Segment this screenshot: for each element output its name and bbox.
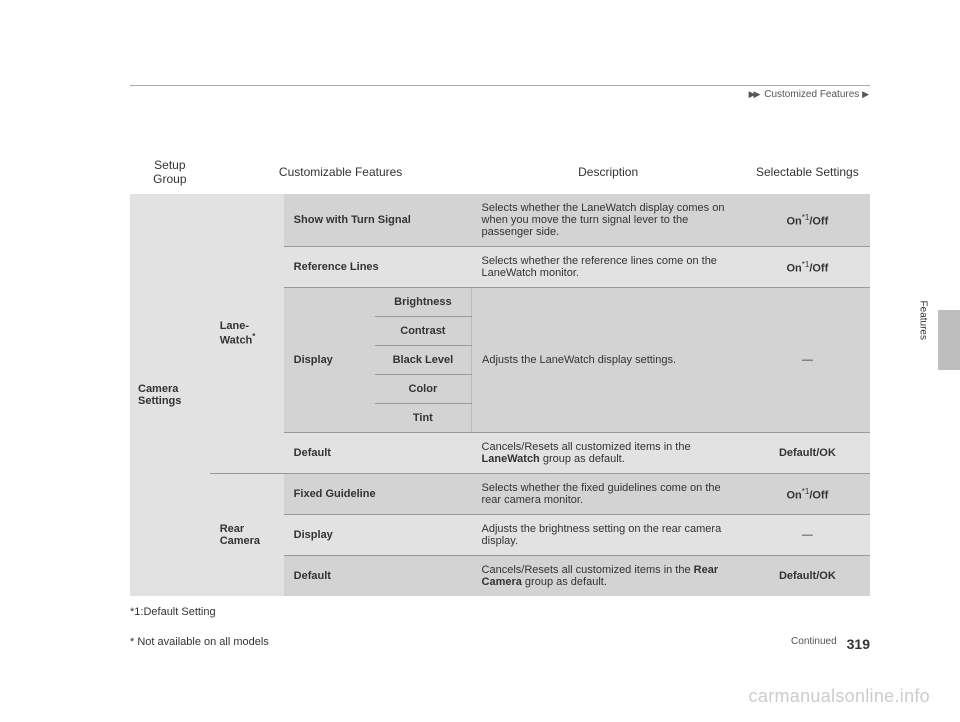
setting-display: — bbox=[745, 288, 870, 433]
setting-on-3: On bbox=[786, 489, 801, 501]
feature-rear-display: Display bbox=[284, 515, 472, 556]
display-black-level: Black Level bbox=[375, 346, 472, 375]
desc-rear-default: Cancels/Resets all customized items in t… bbox=[472, 556, 745, 597]
desc-rear-display: Adjusts the brightness setting on the re… bbox=[472, 515, 745, 556]
cell-rear-label: Rear Camera bbox=[210, 474, 284, 597]
th-description: Description bbox=[472, 150, 745, 194]
desc-lw-default: Cancels/Resets all customized items in t… bbox=[472, 433, 745, 474]
breadcrumb: ▶▶ Customized Features ▶ bbox=[130, 89, 870, 100]
desc-fixed-guideline: Selects whether the fixed guidelines com… bbox=[472, 474, 745, 515]
cell-lanewatch-label: Lane-Watch* bbox=[210, 194, 284, 474]
setting-reference-lines: On*1/Off bbox=[745, 247, 870, 288]
display-contrast: Contrast bbox=[375, 317, 472, 346]
setting-rear-default: Default/OK bbox=[745, 556, 870, 597]
feature-display-label: Display bbox=[284, 288, 375, 433]
setting-show-turn-signal: On*1/Off bbox=[745, 194, 870, 247]
setting-on-2: On bbox=[786, 262, 801, 274]
watermark: carmanualsonline.info bbox=[749, 686, 930, 707]
header-rule bbox=[130, 85, 870, 86]
footer: * Not available on all models 319 Contin… bbox=[130, 636, 870, 652]
desc-reference-lines: Selects whether the reference lines come… bbox=[472, 247, 745, 288]
setting-rear-display: — bbox=[745, 515, 870, 556]
page-number: 319 bbox=[847, 636, 870, 652]
feature-show-turn-signal: Show with Turn Signal bbox=[284, 194, 472, 247]
th-settings: Selectable Settings bbox=[745, 150, 870, 194]
settings-table: Setup Group Customizable Features Descri… bbox=[130, 150, 870, 596]
th-group: Setup Group bbox=[130, 150, 210, 194]
setting-off: /Off bbox=[809, 215, 828, 227]
feature-rear-default: Default bbox=[284, 556, 472, 597]
lanewatch-star: * bbox=[252, 332, 255, 341]
setting-on: On bbox=[786, 215, 801, 227]
display-color: Color bbox=[375, 375, 472, 404]
display-brightness: Brightness bbox=[375, 288, 472, 317]
desc-show-turn-signal: Selects whether the LaneWatch display co… bbox=[472, 194, 745, 247]
breadcrumb-arrows: ▶▶ bbox=[749, 89, 759, 99]
side-tab bbox=[938, 310, 960, 370]
setting-fixed-guideline: On*1/Off bbox=[745, 474, 870, 515]
feature-reference-lines: Reference Lines bbox=[284, 247, 472, 288]
page-content: ▶▶ Customized Features ▶ Setup Group Cus… bbox=[130, 85, 870, 618]
lanewatch-label: Lane-Watch bbox=[220, 320, 253, 347]
cell-setup-group: Camera Settings bbox=[130, 194, 210, 596]
feature-lw-default: Default bbox=[284, 433, 472, 474]
desc-lw-default-post: group as default. bbox=[540, 453, 625, 465]
setting-lw-default: Default/OK bbox=[745, 433, 870, 474]
desc-lw-default-pre: Cancels/Resets all customized items in t… bbox=[482, 441, 691, 453]
desc-rear-default-post: group as default. bbox=[522, 576, 607, 588]
breadcrumb-tail: ▶ bbox=[862, 89, 867, 99]
side-section-label: Features bbox=[917, 301, 928, 340]
desc-display: Adjusts the LaneWatch display settings. bbox=[472, 288, 745, 433]
breadcrumb-text: Customized Features bbox=[764, 89, 859, 100]
continued-label: Continued bbox=[791, 636, 837, 647]
footnote-default-setting: *1:Default Setting bbox=[130, 606, 870, 618]
feature-fixed-guideline: Fixed Guideline bbox=[284, 474, 472, 515]
desc-rear-default-pre: Cancels/Resets all customized items in t… bbox=[482, 564, 694, 576]
desc-lw-default-bold: LaneWatch bbox=[482, 453, 540, 465]
setting-off-2: /Off bbox=[809, 262, 828, 274]
display-tint: Tint bbox=[375, 404, 472, 433]
setting-off-3: /Off bbox=[809, 489, 828, 501]
th-features: Customizable Features bbox=[210, 150, 472, 194]
setup-group-label: Camera Settings bbox=[138, 383, 181, 407]
footnote-model: * Not available on all models bbox=[130, 636, 269, 648]
